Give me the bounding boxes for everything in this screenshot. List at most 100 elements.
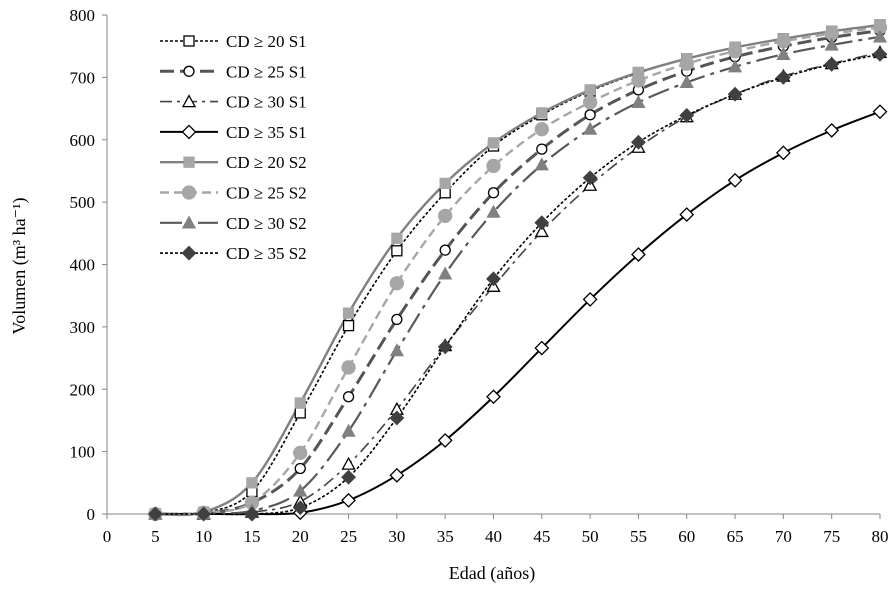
legend-label: CD ≥ 20 S1 (226, 32, 307, 51)
x-tick-label: 80 (872, 527, 889, 546)
data-point (775, 145, 791, 161)
data-point (775, 69, 791, 85)
y-tick-label: 0 (87, 505, 96, 524)
data-point (534, 340, 550, 356)
data-point (824, 37, 839, 51)
x-tick-label: 35 (437, 527, 454, 546)
x-tick-label: 15 (243, 527, 260, 546)
y-tick-label: 100 (70, 443, 96, 462)
legend-label: CD ≥ 20 S2 (226, 153, 307, 172)
y-tick-label: 600 (70, 131, 96, 150)
legend-entry-3: CD ≥ 30 S1 (160, 93, 307, 112)
data-point (872, 46, 888, 62)
series-line-2 (155, 29, 881, 516)
data-point (438, 208, 453, 223)
series-markers-8 (147, 46, 888, 522)
data-point (341, 360, 356, 375)
data-point (727, 44, 743, 59)
x-tick-label: 10 (195, 527, 212, 546)
y-tick-label: 500 (70, 193, 96, 212)
y-tick-label: 700 (70, 68, 96, 87)
legend-swatch-marker (181, 124, 197, 140)
x-tick-label: 5 (151, 527, 160, 546)
x-tick-label: 60 (678, 527, 695, 546)
data-point (486, 271, 501, 287)
data-point (342, 307, 355, 319)
data-point (391, 313, 403, 326)
data-point (727, 86, 743, 102)
x-tick-label: 30 (388, 527, 405, 546)
legend: CD ≥ 20 S1 CD ≥ 25 S1 CD ≥ 30 S1 CD ≥ 35 S1… (160, 32, 307, 263)
data-point (439, 177, 451, 190)
data-point (534, 224, 549, 238)
x-tick-label: 70 (775, 527, 792, 546)
plot-area: 0 100 200 300 400 500 600 700 800 0 5 10 15 20 25 30 35 4… (70, 6, 889, 546)
x-tick-label: 75 (823, 527, 840, 546)
legend-entry-5: CD ≥ 20 S2 (160, 153, 307, 172)
data-point (341, 492, 356, 508)
data-point (342, 391, 355, 403)
legend-swatch-marker (183, 35, 195, 47)
data-point (437, 432, 453, 448)
data-point (583, 121, 598, 135)
legend-swatch-marker (181, 245, 197, 261)
series-lines (155, 23, 881, 517)
data-point (294, 397, 306, 409)
data-point (631, 94, 646, 108)
data-point (293, 483, 308, 497)
data-point (679, 207, 695, 223)
data-point (679, 56, 694, 71)
data-point (582, 170, 598, 186)
x-tick-label: 25 (340, 527, 357, 546)
legend-label: CD ≥ 30 S2 (226, 214, 307, 233)
legend-label: CD ≥ 25 S2 (226, 184, 307, 203)
data-point (196, 506, 212, 522)
data-point (631, 73, 646, 88)
data-point (486, 389, 501, 405)
data-point (631, 134, 646, 150)
y-tick-label: 300 (70, 318, 96, 337)
legend-entry-8: CD ≥ 35 S2 (160, 244, 307, 263)
data-point (391, 245, 403, 257)
legend-label: CD ≥ 25 S1 (226, 62, 307, 81)
data-point (631, 247, 646, 262)
data-point (872, 104, 888, 120)
data-point (341, 469, 356, 485)
x-tick-label: 0 (103, 527, 112, 546)
y-tick-label: 800 (70, 6, 96, 25)
legend-entry-2: CD ≥ 25 S1 (160, 62, 307, 81)
data-point (534, 215, 550, 231)
data-point (147, 506, 163, 522)
x-tick-label: 65 (727, 527, 744, 546)
y-tick-label: 400 (70, 256, 96, 275)
legend-swatch-marker (181, 215, 197, 229)
data-point (824, 56, 840, 72)
data-point (439, 187, 451, 199)
data-point (582, 95, 598, 110)
data-point (437, 339, 453, 355)
y-tick-label: 200 (70, 380, 96, 399)
data-point (439, 244, 451, 256)
data-point (776, 46, 791, 60)
series-line-7 (155, 35, 881, 516)
data-point (438, 266, 453, 280)
data-point (486, 204, 501, 218)
data-point (534, 121, 549, 137)
data-point (582, 292, 598, 307)
series-markers (147, 19, 888, 522)
data-point (342, 319, 355, 332)
data-point (244, 506, 260, 522)
data-point (341, 423, 356, 437)
legend-swatch-marker (183, 156, 195, 168)
series-line-3 (155, 51, 881, 515)
data-point (824, 122, 840, 138)
x-tick-label: 40 (485, 527, 502, 546)
data-point (679, 108, 695, 123)
x-axis-title: Edad (años) (449, 563, 535, 584)
series-line-6 (155, 26, 881, 516)
data-point (872, 29, 888, 43)
data-point (389, 410, 405, 426)
data-point (776, 34, 791, 49)
x-tick-label: 45 (533, 527, 550, 546)
